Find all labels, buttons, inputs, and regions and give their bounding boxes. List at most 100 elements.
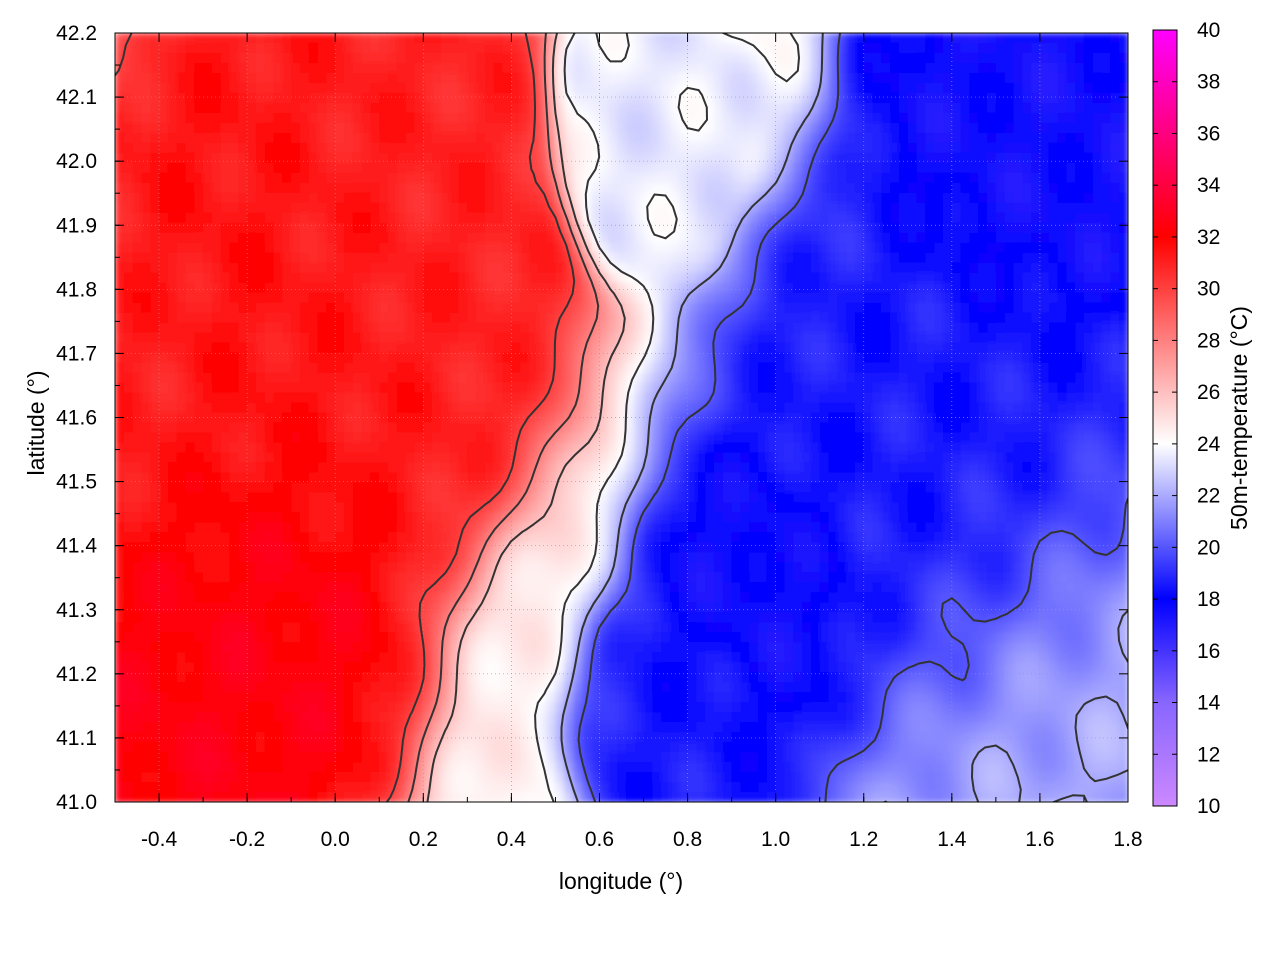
heat-cell (220, 212, 231, 224)
heat-cell (502, 432, 513, 444)
heat-cell (854, 412, 865, 424)
heat-cell (176, 82, 187, 94)
heat-cell (150, 212, 160, 224)
heat-cell (440, 152, 451, 164)
heat-cell (810, 292, 821, 304)
heat-cell (784, 332, 795, 344)
heat-cell (810, 62, 821, 74)
heat-cell (819, 442, 830, 454)
heat-cell (705, 82, 715, 94)
heat-cell (1048, 182, 1059, 194)
heat-cell (846, 312, 856, 324)
heat-cell (758, 292, 768, 304)
heat-cell (273, 202, 284, 214)
heat-cell (299, 282, 310, 294)
heat-cell (141, 292, 152, 304)
heat-cell (194, 212, 204, 224)
heat-cell (934, 412, 944, 424)
heat-cell (247, 92, 257, 104)
heat-cell (432, 242, 442, 254)
heat-cell (1075, 422, 1085, 434)
heat-cell (643, 232, 654, 244)
heat-cell (229, 52, 240, 64)
heat-cell (317, 392, 328, 404)
heat-cell (238, 312, 248, 324)
heat-cell (705, 192, 715, 204)
heat-cell (916, 382, 927, 394)
heat-cell (943, 292, 953, 304)
heat-cell (185, 182, 196, 194)
heat-cell (828, 372, 839, 384)
heat-cell (766, 52, 777, 64)
heat-cell (969, 212, 980, 224)
heat-cell (379, 432, 389, 444)
heat-cell (1031, 82, 1041, 94)
heat-cell (282, 112, 292, 124)
heat-cell (846, 332, 856, 344)
heat-cell (326, 252, 337, 264)
heat-cell (995, 262, 1006, 274)
heat-cell (590, 112, 601, 124)
heat-cell (229, 122, 240, 134)
heat-cell (810, 402, 821, 414)
heat-cell (573, 172, 583, 184)
heat-cell (255, 462, 266, 474)
heat-cell (555, 392, 566, 404)
heat-cell (678, 162, 689, 174)
heat-cell (863, 282, 874, 294)
heat-cell (617, 182, 627, 194)
heat-cell (625, 232, 636, 244)
heat-cell (308, 62, 319, 74)
heat-cell (617, 162, 627, 174)
heat-cell (1048, 292, 1059, 304)
heat-cell (520, 242, 530, 254)
heat-cell (476, 232, 486, 244)
heat-cell (405, 302, 416, 314)
heat-cell (537, 462, 548, 474)
heat-cell (881, 322, 891, 334)
heat-cell (925, 312, 936, 324)
heat-cell (652, 342, 662, 354)
heat-cell (564, 262, 574, 274)
heat-cell (308, 422, 319, 434)
heat-cell (802, 252, 812, 264)
heat-cell (1022, 162, 1032, 174)
heat-cell (1066, 282, 1076, 294)
heat-cell (925, 252, 936, 264)
heat-cell (388, 252, 398, 264)
heat-cell (837, 202, 847, 214)
heat-cell (916, 172, 927, 184)
heat-cell (352, 72, 363, 84)
heat-cell (529, 152, 539, 164)
heat-cell (564, 202, 574, 214)
heat-cell (484, 352, 495, 364)
heat-cell (837, 152, 847, 164)
heat-cell (669, 322, 680, 334)
heat-cell (608, 402, 618, 414)
heat-cell (335, 422, 345, 434)
heat-cell (405, 112, 416, 124)
heat-cell (722, 92, 733, 104)
heat-cell (220, 362, 231, 374)
heat-cell (537, 332, 548, 344)
heat-cell (854, 302, 865, 314)
heat-cell (308, 212, 319, 224)
heat-cell (1022, 372, 1032, 384)
heat-cell (440, 302, 451, 314)
heat-cell (396, 362, 407, 374)
heat-cell (361, 202, 372, 214)
heat-cell (493, 102, 504, 114)
heat-cell (449, 242, 460, 254)
heat-cell (634, 172, 645, 184)
heat-cell (916, 392, 927, 404)
heat-cell (995, 332, 1006, 344)
heat-cell (502, 192, 513, 204)
heat-cell (282, 312, 292, 324)
heat-cell (167, 452, 178, 464)
heat-cell (502, 302, 513, 314)
heat-cell (1004, 362, 1015, 374)
heat-cell (502, 202, 513, 214)
heat-cell (502, 452, 513, 464)
heat-cell (282, 452, 292, 464)
heat-cell (696, 382, 706, 394)
